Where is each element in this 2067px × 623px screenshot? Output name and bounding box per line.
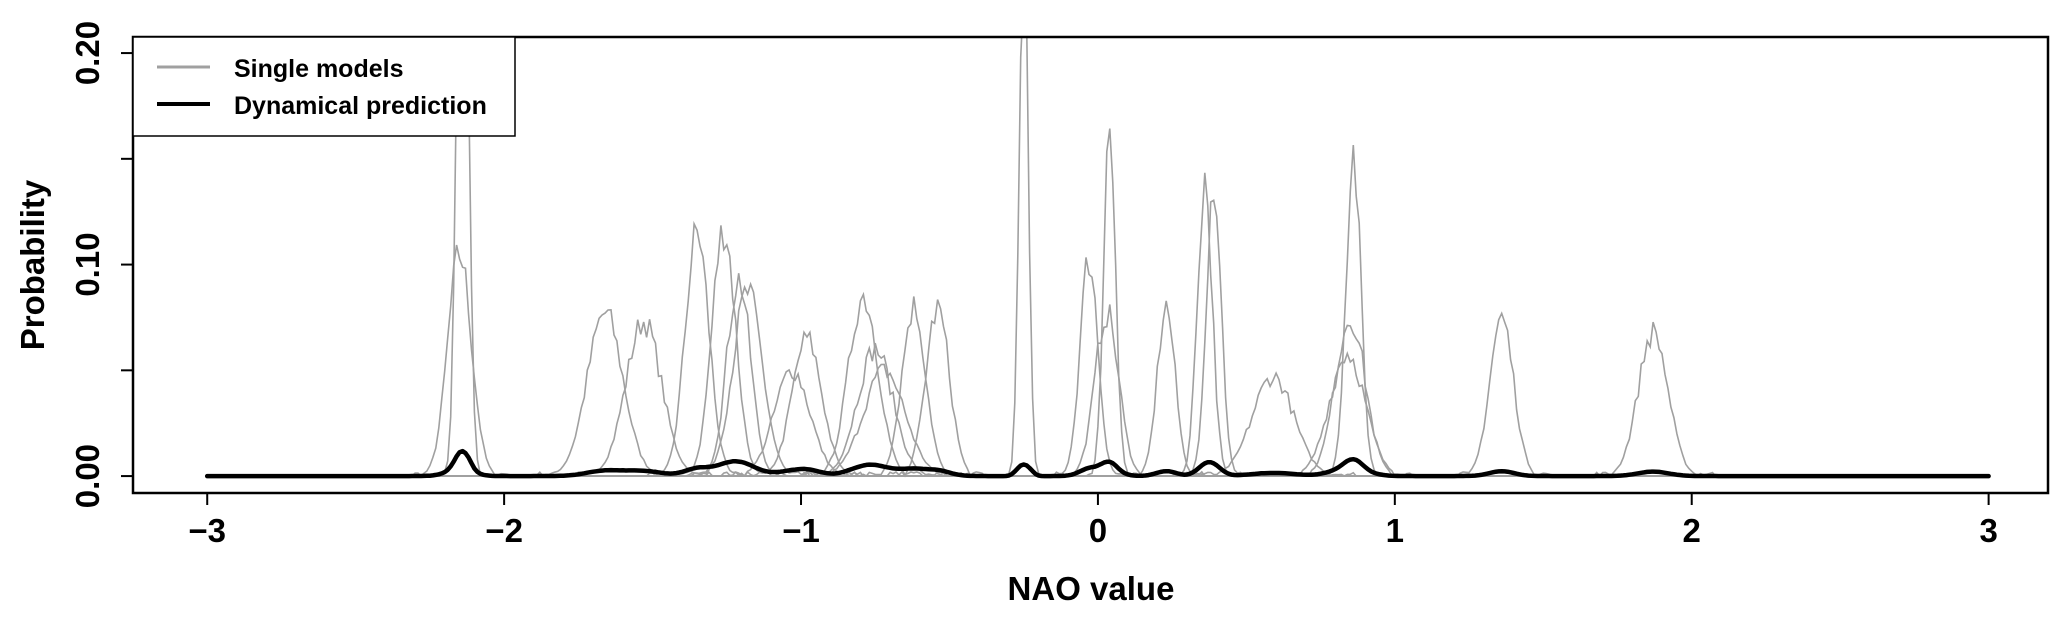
x-tick-label: −1 — [782, 512, 820, 549]
legend-label-dynamical-prediction: Dynamical prediction — [234, 92, 487, 120]
y-axis: 0.00 0.10 0.20 — [69, 21, 133, 508]
x-axis: −3 −2 −1 0 1 2 3 — [188, 493, 1998, 549]
legend-box — [132, 36, 516, 137]
x-tick-label: 1 — [1386, 512, 1404, 549]
y-tick-label: 0.20 — [69, 21, 106, 85]
y-tick-label: 0.10 — [69, 232, 106, 296]
legend-label-single-models: Single models — [234, 55, 403, 83]
x-tick-label: 0 — [1089, 512, 1107, 549]
x-tick-label: 3 — [1979, 512, 1997, 549]
y-tick-label: 0.00 — [69, 444, 106, 508]
x-tick-label: 2 — [1683, 512, 1701, 549]
x-tick-label: −2 — [485, 512, 523, 549]
dynamical-prediction-line-group — [204, 448, 1991, 479]
single-model-line — [207, 244, 1989, 477]
legend: Single models Dynamical prediction — [132, 36, 516, 137]
x-tick-label: −3 — [188, 512, 226, 549]
y-axis-title: Probability — [14, 179, 51, 350]
dynamical-prediction-line — [204, 448, 1991, 479]
single-model-line — [207, 257, 1989, 477]
x-axis-title: NAO value — [1008, 570, 1175, 607]
